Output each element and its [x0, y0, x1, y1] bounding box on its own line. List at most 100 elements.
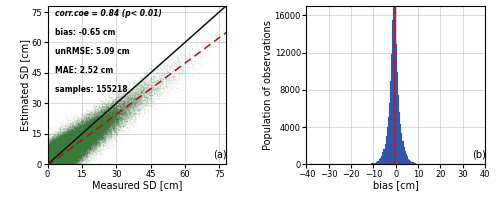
Point [84, 116, 92, 119]
Point [71, 153, 79, 156]
Point [104, 125, 112, 128]
Point [100, 119, 108, 122]
Point [51, 143, 59, 146]
Point [88, 129, 96, 132]
Point [176, 53, 184, 56]
Point [44, 155, 52, 158]
Point [58, 146, 66, 149]
Point [56, 153, 64, 156]
Point [54, 150, 62, 153]
Point [77, 144, 85, 147]
Point [52, 157, 60, 160]
Point [72, 149, 80, 153]
Point [86, 134, 94, 137]
Point [162, 76, 170, 79]
Point [50, 160, 58, 164]
Point [68, 146, 76, 149]
Point [57, 150, 65, 154]
Point [45, 163, 53, 166]
Point [54, 144, 62, 147]
Point [49, 155, 57, 158]
Point [45, 163, 53, 166]
Point [51, 163, 59, 166]
Point [55, 162, 63, 165]
Point [54, 153, 62, 156]
Point [56, 148, 64, 151]
Point [92, 130, 100, 134]
Point [64, 151, 72, 154]
Point [46, 159, 54, 162]
Point [69, 117, 77, 121]
Point [49, 154, 57, 157]
Point [52, 158, 60, 161]
Point [81, 156, 89, 159]
Point [50, 163, 58, 166]
Point [76, 148, 84, 151]
Point [66, 153, 74, 157]
Point [58, 163, 66, 166]
Point [58, 154, 66, 157]
Point [77, 156, 85, 159]
Point [62, 145, 70, 148]
Point [58, 152, 66, 155]
Point [52, 161, 60, 164]
Point [66, 145, 74, 148]
Point [47, 149, 55, 152]
Point [69, 143, 77, 146]
Point [44, 163, 52, 166]
Point [61, 154, 69, 157]
Point [86, 127, 94, 130]
Point [64, 142, 72, 145]
Point [71, 142, 79, 145]
Point [52, 151, 60, 154]
Point [72, 157, 80, 160]
Point [94, 137, 102, 140]
Point [108, 100, 116, 103]
Point [79, 137, 87, 140]
Point [58, 158, 66, 161]
Point [105, 118, 113, 121]
Point [58, 139, 66, 142]
Point [60, 143, 68, 146]
Point [105, 126, 113, 129]
Point [58, 152, 66, 155]
Point [44, 163, 52, 166]
Point [102, 126, 110, 129]
Point [46, 163, 54, 166]
Point [102, 104, 110, 107]
Point [63, 139, 71, 142]
Point [74, 136, 82, 139]
Point [94, 114, 102, 118]
Point [48, 154, 56, 157]
Point [68, 130, 76, 133]
Point [48, 163, 56, 166]
Point [80, 127, 88, 130]
Point [45, 163, 53, 166]
Point [46, 157, 54, 160]
Point [96, 134, 104, 138]
Point [51, 141, 59, 144]
Point [70, 163, 78, 166]
Point [59, 146, 67, 149]
Point [64, 163, 72, 166]
Point [55, 163, 63, 166]
Point [78, 151, 86, 154]
Point [93, 149, 101, 152]
Point [64, 132, 72, 136]
Point [61, 145, 69, 148]
Point [52, 159, 60, 162]
Point [50, 157, 58, 160]
Point [143, 91, 151, 94]
Point [46, 163, 54, 166]
Point [59, 153, 67, 156]
Point [105, 120, 113, 123]
Point [102, 112, 110, 115]
Point [60, 157, 68, 160]
Point [51, 163, 59, 166]
Point [70, 159, 78, 162]
Point [61, 153, 69, 156]
Point [53, 150, 61, 154]
Point [58, 160, 66, 163]
Point [44, 163, 52, 166]
Point [46, 163, 54, 166]
